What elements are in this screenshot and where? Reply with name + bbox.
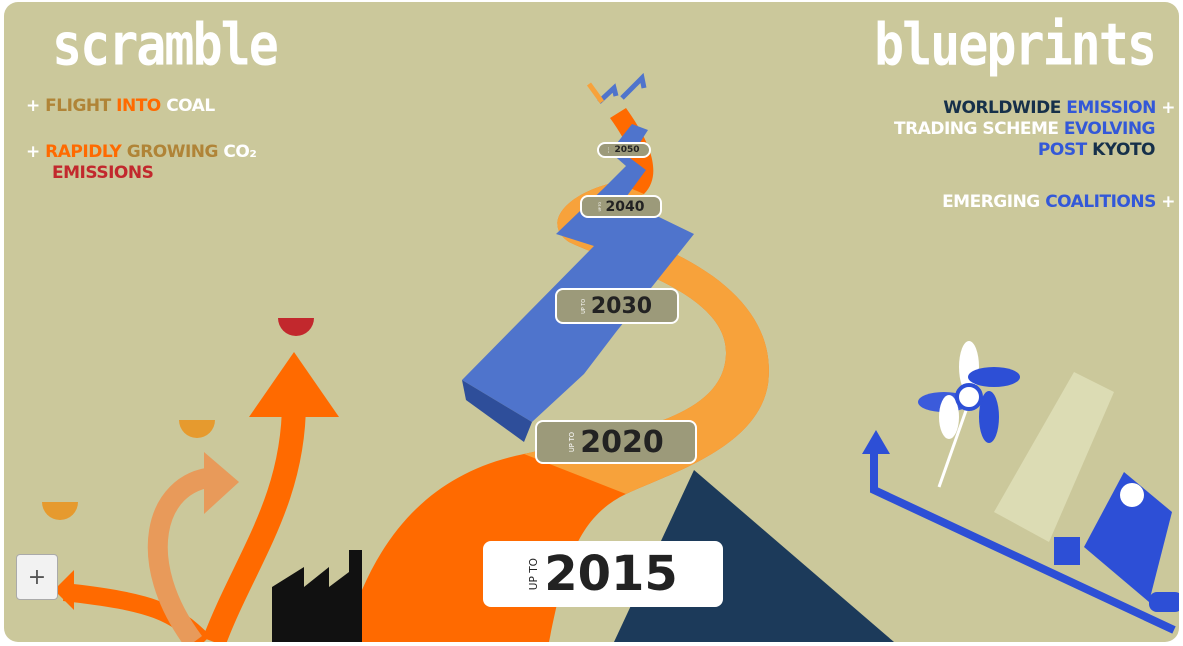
word: EMISSIONS: [52, 163, 154, 183]
blueprints-title: blueprints: [873, 11, 1157, 79]
arrows-top: [597, 72, 647, 104]
factory: [272, 550, 362, 642]
milestone-prefix: UP TO: [581, 298, 587, 314]
infographic: scramble blueprints + FLIGHT INTO COAL +…: [4, 2, 1179, 642]
word: RAPIDLY: [45, 142, 122, 162]
word: TRADING SCHEME: [894, 119, 1059, 139]
milestone-year: 2040: [605, 198, 645, 215]
milestone-year: 2015: [544, 546, 678, 602]
blueprints-item: WORLDWIDE EMISSION + TRADING SCHEME EVOL…: [894, 98, 1175, 161]
bowl: [42, 502, 78, 520]
word: COAL: [166, 96, 215, 116]
word: COALITIONS: [1045, 192, 1156, 212]
arrowhead: [54, 570, 74, 610]
milestone[interactable]: UP TO 2030: [555, 288, 679, 324]
house: [1054, 537, 1080, 565]
bullet: +: [1161, 192, 1175, 212]
milestone[interactable]: UP TO 2015: [483, 541, 723, 607]
road-orange: [344, 108, 769, 642]
arrow-top-orange: [586, 82, 605, 104]
blueprints-item: EMERGING COALITIONS +: [942, 192, 1175, 213]
arrow-mid: [147, 467, 216, 642]
car: [1149, 592, 1179, 612]
word: WORLDWIDE: [943, 98, 1061, 118]
road-blue: [462, 124, 694, 422]
scramble-item: + RAPIDLY GROWING CO₂ EMISSIONS: [26, 142, 257, 184]
milestone-prefix: UP TO: [608, 146, 611, 153]
arrow-blue: [870, 450, 1176, 634]
bowl: [179, 420, 215, 438]
word: INTO: [116, 96, 161, 116]
bullet: +: [1161, 98, 1175, 118]
road-blue-edge: [462, 380, 532, 442]
milestone[interactable]: UP TO 2020: [535, 420, 697, 464]
globe: [1120, 483, 1144, 507]
word: GROWING: [126, 142, 219, 162]
road-orange-top: [524, 182, 769, 494]
word: POST: [1037, 140, 1087, 160]
milestone-year: 2050: [614, 145, 640, 155]
milestone-year: 2020: [580, 424, 664, 460]
arrowhead: [204, 452, 239, 514]
word: EMISSION: [1066, 98, 1156, 118]
scramble-title: scramble: [52, 11, 279, 79]
milestone-prefix: UP TO: [568, 431, 577, 453]
bullet: +: [26, 96, 40, 116]
building: [994, 372, 1114, 542]
milestone[interactable]: UP TO 2050: [597, 142, 651, 158]
expand-button[interactable]: +: [16, 554, 58, 600]
milestone-prefix: UP TO: [597, 201, 602, 212]
bowl: [278, 318, 314, 336]
arrow-up: [202, 401, 306, 642]
word: KYOTO: [1092, 140, 1155, 160]
windmill-pole: [937, 401, 971, 488]
arrowhead: [249, 352, 339, 417]
bullet: +: [26, 142, 40, 162]
illustration: [42, 72, 1179, 642]
milestone-year: 2030: [590, 293, 653, 319]
arrowhead: [862, 430, 890, 454]
word: CO₂: [223, 142, 257, 162]
scramble-item: + FLIGHT INTO COAL: [26, 96, 215, 117]
word: FLIGHT: [45, 96, 111, 116]
milestone-prefix: UP TO: [528, 557, 541, 591]
word: EVOLVING: [1063, 119, 1156, 139]
building-blue: [1084, 472, 1172, 602]
word: EMERGING: [942, 192, 1040, 212]
flower: [918, 341, 1020, 443]
milestone[interactable]: UP TO 2040: [580, 195, 662, 218]
